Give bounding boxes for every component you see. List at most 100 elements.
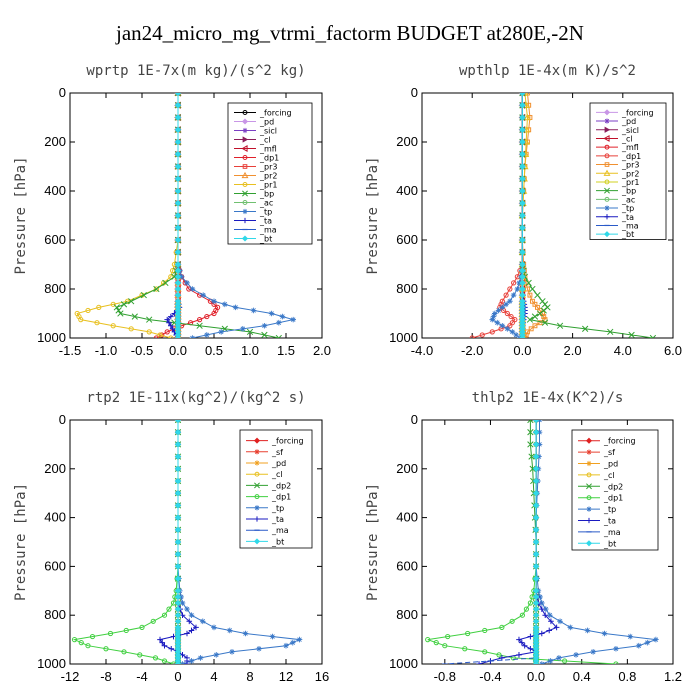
data-point [519, 187, 526, 195]
data-point [557, 618, 563, 625]
legend-marker [586, 517, 592, 524]
data-point [532, 593, 540, 601]
data-point [528, 453, 535, 460]
legend-marker [242, 190, 248, 197]
data-point [174, 599, 182, 607]
data-point [188, 627, 195, 634]
y-tick-label: 600 [396, 558, 418, 573]
legend-label: _cl [621, 134, 633, 143]
data-point [442, 643, 448, 649]
legend-label: _tp [259, 208, 272, 217]
legend: _forcing_pd_sicl_cl_mfl_dp1_pr3_pr2_pr1_… [589, 102, 667, 240]
chart-panel-4: thlp2 1E-4x(K^2)/s Pressure [hPa] 0 200 400 6… [365, 390, 682, 684]
legend: _forcing _sf _pd _cl _dp2 _dp1 _tp _ta _ma _bt [571, 429, 659, 551]
data-point [276, 319, 282, 326]
data-point [174, 489, 182, 497]
x-tick-label: -4 [136, 669, 148, 684]
data-point [536, 441, 543, 448]
data-point [174, 563, 182, 570]
legend-marker [241, 118, 249, 125]
legend-label: _ma [603, 528, 621, 537]
data-point [532, 323, 538, 329]
data-point [490, 313, 497, 320]
data-point [94, 320, 100, 326]
data-point [174, 279, 182, 287]
series-group [425, 420, 659, 664]
data-point [170, 661, 177, 664]
data-point [601, 630, 608, 637]
legend-marker [241, 145, 248, 152]
data-point [152, 655, 159, 661]
data-point [268, 310, 275, 317]
legend-label: _bp [621, 187, 636, 196]
legend-marker [254, 494, 260, 500]
series-group [469, 93, 657, 338]
data-point [289, 639, 296, 646]
series-line-ma [444, 420, 537, 664]
legend-marker [585, 437, 593, 444]
legend-label: _cl [271, 470, 283, 479]
data-point [174, 502, 182, 509]
data-point [174, 261, 182, 268]
data-point [537, 307, 543, 313]
data-point [510, 292, 517, 298]
data-point [489, 316, 496, 323]
data-point [197, 655, 204, 661]
data-point [512, 317, 518, 323]
data-point [85, 643, 91, 649]
legend-marker [604, 205, 610, 211]
data-point [174, 428, 182, 436]
data-point [168, 335, 174, 338]
data-point [519, 200, 526, 207]
data-point [433, 640, 439, 646]
data-point [590, 649, 596, 655]
data-point [538, 630, 545, 637]
data-point [532, 550, 540, 558]
data-point [525, 279, 532, 287]
legend-marker [242, 208, 248, 215]
legend-label: _ac [621, 195, 635, 204]
data-point [139, 624, 145, 631]
data-point [489, 329, 495, 335]
data-point [290, 316, 296, 323]
data-point [479, 332, 485, 338]
data-point [548, 618, 554, 625]
data-point [519, 138, 526, 146]
legend-label: _mfl [259, 145, 277, 154]
data-point [188, 612, 195, 618]
data-point [168, 645, 175, 652]
data-point [204, 313, 210, 320]
legend-marker [254, 471, 260, 477]
legend-label: _dp1 [603, 494, 623, 503]
panel-title: rtp2 1E-11x(kg^2)/(kg^2 s) [86, 390, 305, 406]
data-point [174, 267, 182, 274]
y-tick-label: 0 [59, 85, 66, 100]
data-point [482, 627, 488, 634]
series-line-ta [478, 420, 558, 664]
data-point [174, 138, 182, 146]
data-point [178, 273, 185, 280]
data-point [519, 236, 526, 244]
legend-label: _sicl [621, 126, 639, 135]
data-point [532, 301, 538, 307]
series-group [71, 420, 303, 664]
data-point [121, 649, 127, 655]
data-point [153, 286, 159, 292]
legend-label: _pr2 [259, 172, 277, 181]
data-point [174, 291, 182, 299]
x-tick-label: 12 [279, 669, 293, 684]
data-point [504, 310, 510, 317]
data-point [117, 310, 124, 317]
data-point [218, 329, 224, 335]
legend-label: _bp [259, 190, 274, 199]
y-tick-label: 1000 [37, 656, 66, 671]
data-point [96, 304, 102, 310]
chart-panel-2: wpthlp 1E-4x(m K)/s^2 Pressure [hPa] 0 200 4… [365, 63, 682, 358]
data-point [174, 114, 182, 121]
x-tick-label: -8 [100, 669, 112, 684]
data-point [186, 618, 193, 625]
data-point [161, 612, 168, 618]
data-point [541, 314, 547, 320]
legend-label: _dp2 [271, 481, 291, 490]
data-point [103, 646, 109, 652]
